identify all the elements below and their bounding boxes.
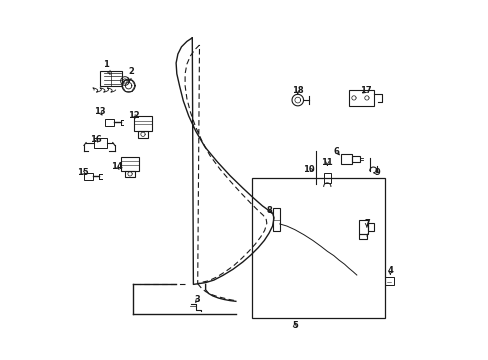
Bar xyxy=(367,223,373,231)
Bar xyxy=(134,116,151,131)
Text: 10: 10 xyxy=(303,165,314,174)
Bar xyxy=(351,156,359,162)
Bar xyxy=(94,138,107,148)
Text: 6: 6 xyxy=(333,147,339,156)
Text: 11: 11 xyxy=(321,158,332,167)
Text: 7: 7 xyxy=(363,219,369,228)
Text: 13: 13 xyxy=(94,107,105,116)
Text: 14: 14 xyxy=(111,162,122,171)
Text: 3: 3 xyxy=(194,295,200,304)
Text: 12: 12 xyxy=(127,111,139,120)
Text: 16: 16 xyxy=(90,135,102,144)
Text: 4: 4 xyxy=(386,266,392,275)
Text: 9: 9 xyxy=(373,168,380,177)
Bar xyxy=(358,234,366,239)
Bar xyxy=(340,154,351,164)
Text: 2: 2 xyxy=(128,68,134,82)
Bar xyxy=(84,173,93,180)
Bar xyxy=(323,173,330,183)
Bar xyxy=(384,277,393,285)
Bar xyxy=(121,157,139,171)
Bar xyxy=(125,171,135,177)
Text: 5: 5 xyxy=(291,321,297,330)
Text: 18: 18 xyxy=(291,86,303,95)
Text: 8: 8 xyxy=(266,206,272,215)
Bar xyxy=(348,90,373,106)
Text: 1: 1 xyxy=(103,60,110,75)
Bar xyxy=(358,220,367,234)
Text: 15: 15 xyxy=(77,168,89,177)
Bar xyxy=(251,178,384,318)
Text: 17: 17 xyxy=(360,86,371,95)
Bar xyxy=(100,71,122,86)
Bar xyxy=(104,119,114,126)
Bar xyxy=(272,208,279,231)
Bar xyxy=(138,131,148,138)
